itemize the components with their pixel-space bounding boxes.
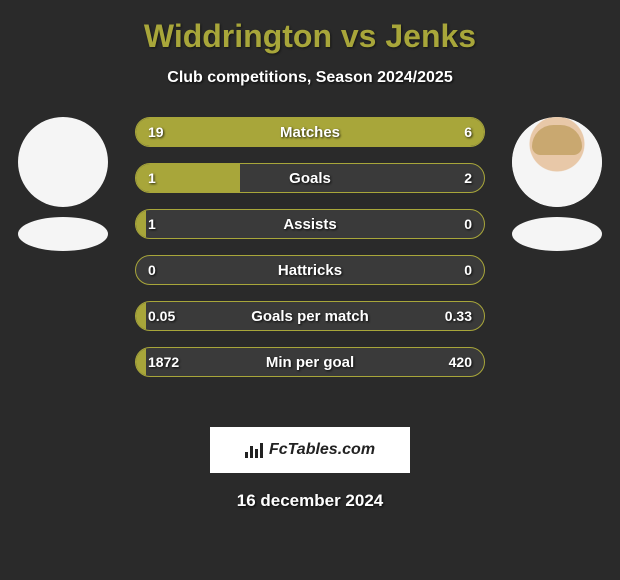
page-title: Widdrington vs Jenks [0,18,620,55]
stat-value-right: 0.33 [445,302,472,330]
stat-row: 1872Min per goal420 [135,347,485,377]
club-badge-right [512,217,602,251]
stat-row: 0Hattricks0 [135,255,485,285]
subtitle: Club competitions, Season 2024/2025 [0,69,620,87]
comparison-area: 19Matches61Goals21Assists00Hattricks00.0… [0,117,620,417]
stat-bars: 19Matches61Goals21Assists00Hattricks00.0… [135,117,485,377]
stat-row: 19Matches6 [135,117,485,147]
stat-label: Hattricks [136,256,484,284]
date-label: 16 december 2024 [0,491,620,511]
stat-label: Matches [136,118,484,146]
avatar-right-face [512,117,602,207]
chart-icon [245,443,263,458]
stat-label: Goals per match [136,302,484,330]
stat-value-right: 2 [464,164,472,192]
stat-row: 1Assists0 [135,209,485,239]
avatar-left [18,117,108,207]
player-left [8,117,118,251]
avatar-right [512,117,602,207]
club-badge-left [18,217,108,251]
comparison-card: Widdrington vs Jenks Club competitions, … [0,0,620,580]
logo-box: FcTables.com [210,427,410,473]
player-right [502,117,612,251]
stat-value-right: 0 [464,210,472,238]
stat-label: Goals [136,164,484,192]
stat-row: 1Goals2 [135,163,485,193]
stat-label: Min per goal [136,348,484,376]
stat-row: 0.05Goals per match0.33 [135,301,485,331]
stat-label: Assists [136,210,484,238]
logo-text: FcTables.com [269,441,375,459]
stat-value-right: 0 [464,256,472,284]
stat-value-right: 6 [464,118,472,146]
stat-value-right: 420 [449,348,472,376]
